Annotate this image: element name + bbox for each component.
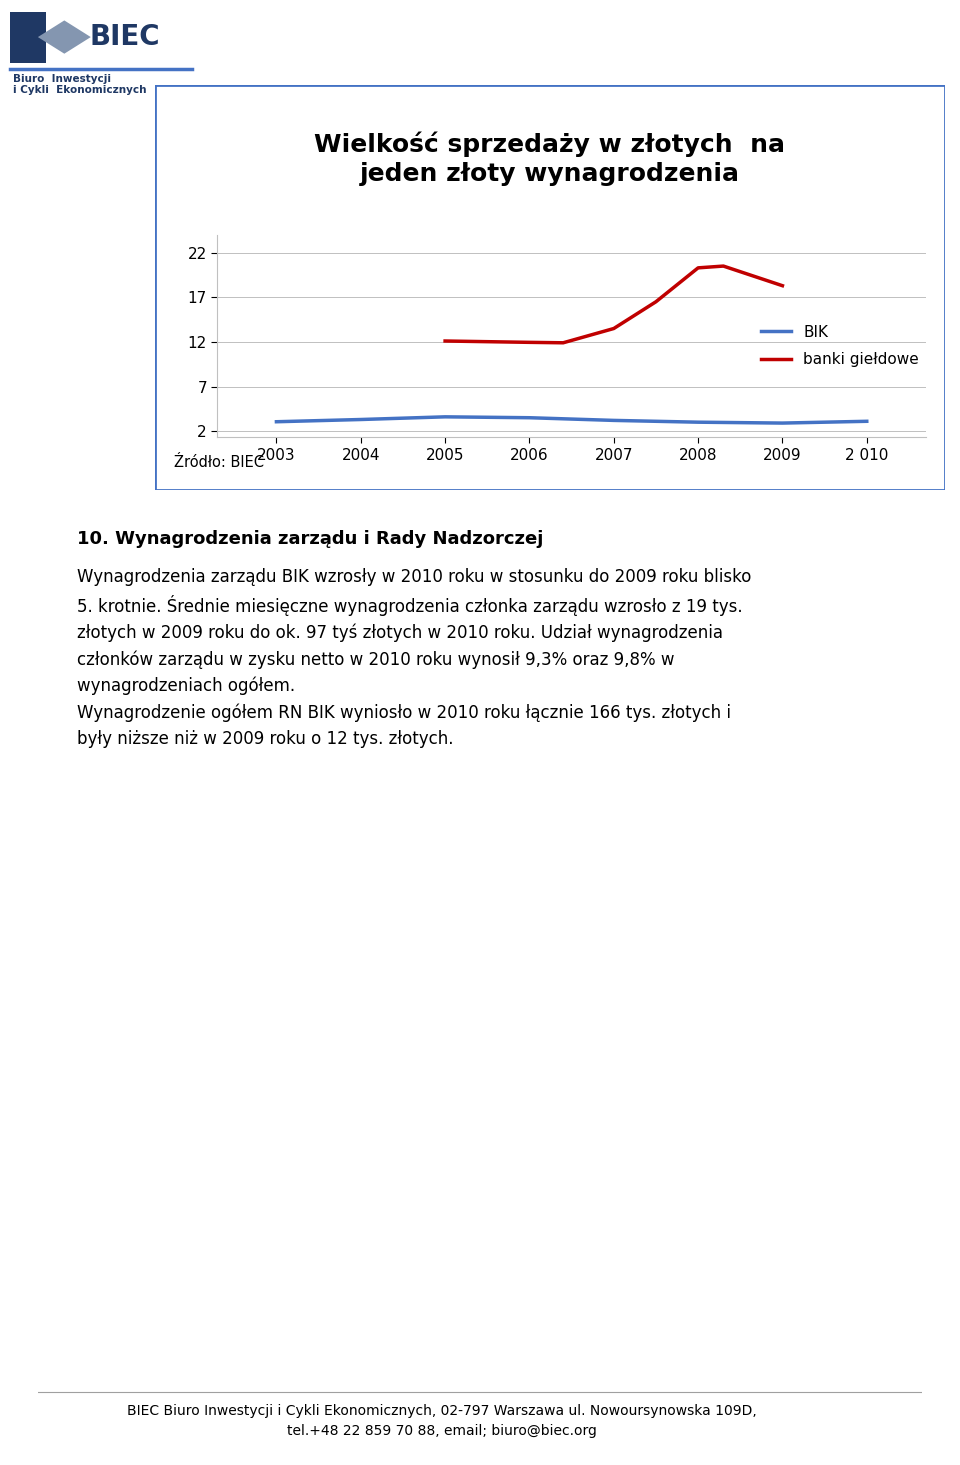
Text: Biuro  Inwestycji: Biuro Inwestycji [13, 73, 111, 84]
Text: BIEC: BIEC [90, 23, 160, 51]
Text: 13: 13 [859, 1414, 883, 1431]
Legend: BIK, banki giełdowe: BIK, banki giełdowe [755, 318, 925, 374]
Bar [10, 12, 46, 63]
FancyBboxPatch shape [155, 85, 945, 489]
Text: i Cykli  Ekonomicznych: i Cykli Ekonomicznych [13, 85, 147, 95]
Text: Źródło: BIEC: Źródło: BIEC [174, 456, 264, 470]
Polygon shape [37, 21, 91, 54]
Text: BIEC Biuro Inwestycji i Cykli Ekonomicznych, 02-797 Warszawa ul. Nowoursynowska : BIEC Biuro Inwestycji i Cykli Ekonomiczn… [127, 1405, 756, 1437]
Text: 10. Wynagrodzenia zarządu i Rady Nadzorczej: 10. Wynagrodzenia zarządu i Rady Nadzorc… [77, 530, 543, 548]
Text: Wynagrodzenia zarządu BIK wzrosły w 2010 roku w stosunku do 2009 roku blisko
5. : Wynagrodzenia zarządu BIK wzrosły w 2010… [77, 567, 751, 747]
Text: Wielkość sprzedaży w złotych  na
jeden złoty wynagrodzenia: Wielkość sprzedaży w złotych na jeden zł… [315, 130, 785, 186]
